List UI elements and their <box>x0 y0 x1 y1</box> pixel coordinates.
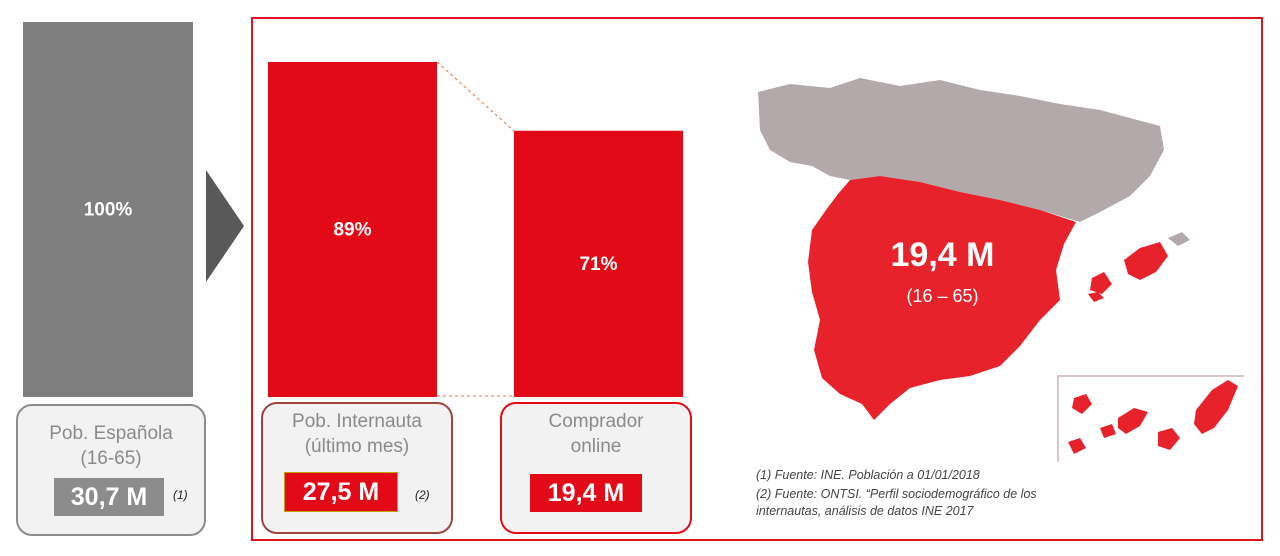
value-chip-pob-internauta: 27,5 M <box>284 472 398 512</box>
map-value: 19,4 M <box>890 236 995 274</box>
connector-top <box>436 61 515 132</box>
box-line2: (último mes) <box>304 436 410 457</box>
box-comprador-online: Comprador online <box>500 402 692 534</box>
spain-map-icon <box>758 78 1244 462</box>
funnel-frame <box>251 17 1263 541</box>
bar-value-label-1: 89% <box>333 220 371 241</box>
footnote-2-line2: internautas, análisis de datos INE 2017 <box>756 504 974 518</box>
arrow-right-icon <box>206 170 244 282</box>
box-pob-internauta: Pob. Internauta (último mes) <box>261 402 453 534</box>
france-shape <box>758 78 1164 222</box>
bar-value-label-0: 100% <box>84 200 133 221</box>
box-pob-espanola: Pob. Española (16-65) <box>16 404 206 536</box>
bar-1 <box>268 62 437 397</box>
box-line1: Comprador <box>548 411 644 432</box>
box-line1: Pob. Española <box>49 423 173 444</box>
note-2: (2) <box>415 488 430 502</box>
bar-0 <box>23 22 193 397</box>
value-chip-comprador-online: 19,4 M <box>530 474 642 512</box>
footnote-1: (1) Fuente: INE. Población a 01/01/2018 <box>756 468 980 482</box>
bar-2 <box>514 130 683 397</box>
spain-shape <box>808 176 1076 420</box>
box-line2: (16-65) <box>80 448 142 469</box>
canary-islands <box>1068 380 1238 454</box>
box-line1: Pob. Internauta <box>292 411 422 432</box>
box-line2: online <box>570 436 622 457</box>
footnote-2-line1: (2) Fuente: ONTSI. “Perfil sociodemográf… <box>756 487 1037 501</box>
bar-value-label-2: 71% <box>579 254 617 275</box>
canary-inset-border <box>1057 375 1244 462</box>
balearic-islands <box>1088 242 1168 302</box>
value-chip-pob-espanola: 30,7 M <box>54 478 164 516</box>
map-range: (16 – 65) <box>906 286 979 306</box>
menorca-shape <box>1168 232 1190 246</box>
note-1: (1) <box>173 488 188 502</box>
